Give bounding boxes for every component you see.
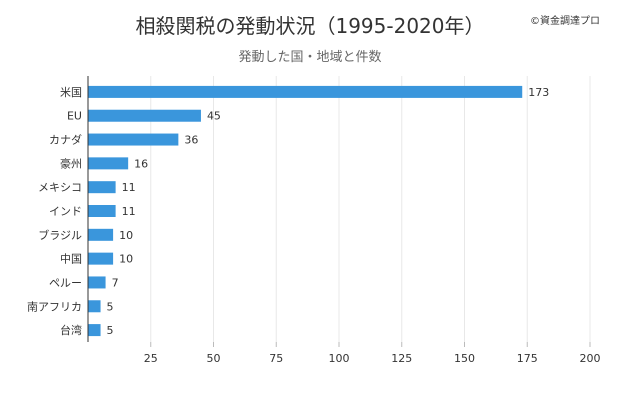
data-label: 10 [119, 229, 133, 242]
data-label: 45 [207, 110, 221, 123]
data-label: 36 [184, 134, 198, 147]
x-tick-label: 200 [580, 352, 601, 365]
chart-subtitle: 発動した国・地域と件数 [238, 50, 382, 65]
bar [88, 157, 129, 170]
bar [88, 228, 114, 241]
x-tick-label: 75 [269, 352, 283, 365]
data-label: 11 [122, 205, 136, 218]
x-tick-label: 150 [454, 352, 475, 365]
x-tick-label: 25 [144, 352, 158, 365]
chart-title: 相殺関税の発動状況（1995-2020年） [135, 14, 485, 38]
category-label: 中国 [60, 253, 82, 266]
category-label: ペルー [49, 276, 82, 289]
copyright-text: ©資金調達プロ [530, 16, 600, 27]
category-label: インド [49, 205, 82, 218]
data-label: 11 [122, 181, 136, 194]
category-label: 南アフリカ [27, 300, 82, 313]
category-label: 豪州 [60, 156, 82, 170]
data-label: 16 [134, 157, 148, 170]
x-tick-label: 100 [329, 352, 350, 365]
category-label: ブラジル [38, 228, 82, 242]
bar [88, 252, 114, 265]
category-label: EU [67, 110, 82, 123]
category-label: カナダ [49, 133, 82, 147]
category-label: メキシコ [38, 181, 82, 194]
bar [88, 205, 116, 217]
bar [88, 85, 523, 98]
bar [88, 276, 106, 289]
category-label: 台湾 [60, 323, 82, 337]
category-label: 米国 [60, 86, 82, 99]
x-tick-label: 175 [517, 352, 538, 365]
data-label: 7 [112, 276, 119, 289]
bar [88, 133, 179, 146]
bar [88, 181, 116, 194]
x-tick-label: 125 [391, 352, 412, 365]
x-tick-label: 50 [207, 352, 221, 365]
data-label: 5 [107, 324, 114, 337]
bar [88, 109, 201, 122]
data-label: 5 [107, 300, 114, 313]
data-label: 173 [528, 86, 549, 99]
bars [88, 85, 523, 337]
bar [88, 300, 101, 313]
data-label: 10 [119, 253, 133, 266]
bar [88, 324, 101, 337]
